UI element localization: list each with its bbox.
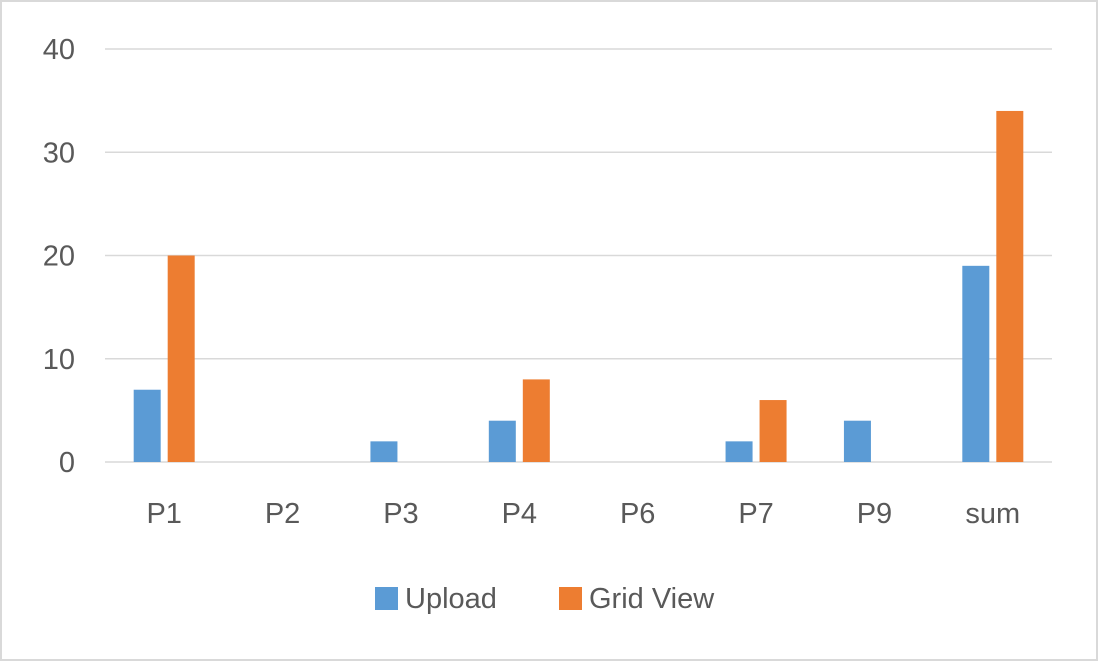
- x-category-label: P3: [383, 498, 418, 530]
- bar-grid-view: [759, 400, 787, 462]
- x-category-label: P2: [265, 498, 300, 530]
- x-category-label: P7: [738, 498, 773, 530]
- bar-upload: [133, 389, 161, 462]
- bar-upload: [370, 441, 398, 462]
- bar-grid-view: [167, 255, 195, 462]
- legend-swatch: [375, 587, 398, 610]
- x-category-label: P9: [857, 498, 892, 530]
- bar-upload: [488, 420, 516, 462]
- y-tick-label: 0: [59, 447, 75, 479]
- bar-upload: [843, 420, 871, 462]
- x-category-label: P4: [502, 498, 537, 530]
- x-category-label: P6: [620, 498, 655, 530]
- bar-upload: [725, 441, 753, 462]
- y-tick-label: 10: [43, 344, 75, 376]
- x-axis-category-labels: P1 P2 P3 P4 P6 P7 P9 sum: [146, 498, 1020, 530]
- y-tick-label: 30: [43, 137, 75, 169]
- y-tick-label: 20: [43, 241, 75, 273]
- x-category-label: P1: [146, 498, 181, 530]
- bar-grid-view: [522, 379, 550, 462]
- legend-label: Upload: [405, 583, 497, 615]
- legend-label: Grid View: [589, 583, 715, 615]
- y-tick-label: 40: [43, 34, 75, 66]
- bar-grid-view: [996, 110, 1024, 462]
- bars: [133, 110, 1024, 462]
- bar-upload: [962, 265, 990, 462]
- legend-swatch: [559, 587, 582, 610]
- y-axis-tick-labels: 0 10 20 30 40: [43, 34, 75, 479]
- x-category-label: sum: [965, 498, 1020, 530]
- gridlines: [105, 48, 1052, 463]
- legend: Upload Grid View: [375, 583, 715, 615]
